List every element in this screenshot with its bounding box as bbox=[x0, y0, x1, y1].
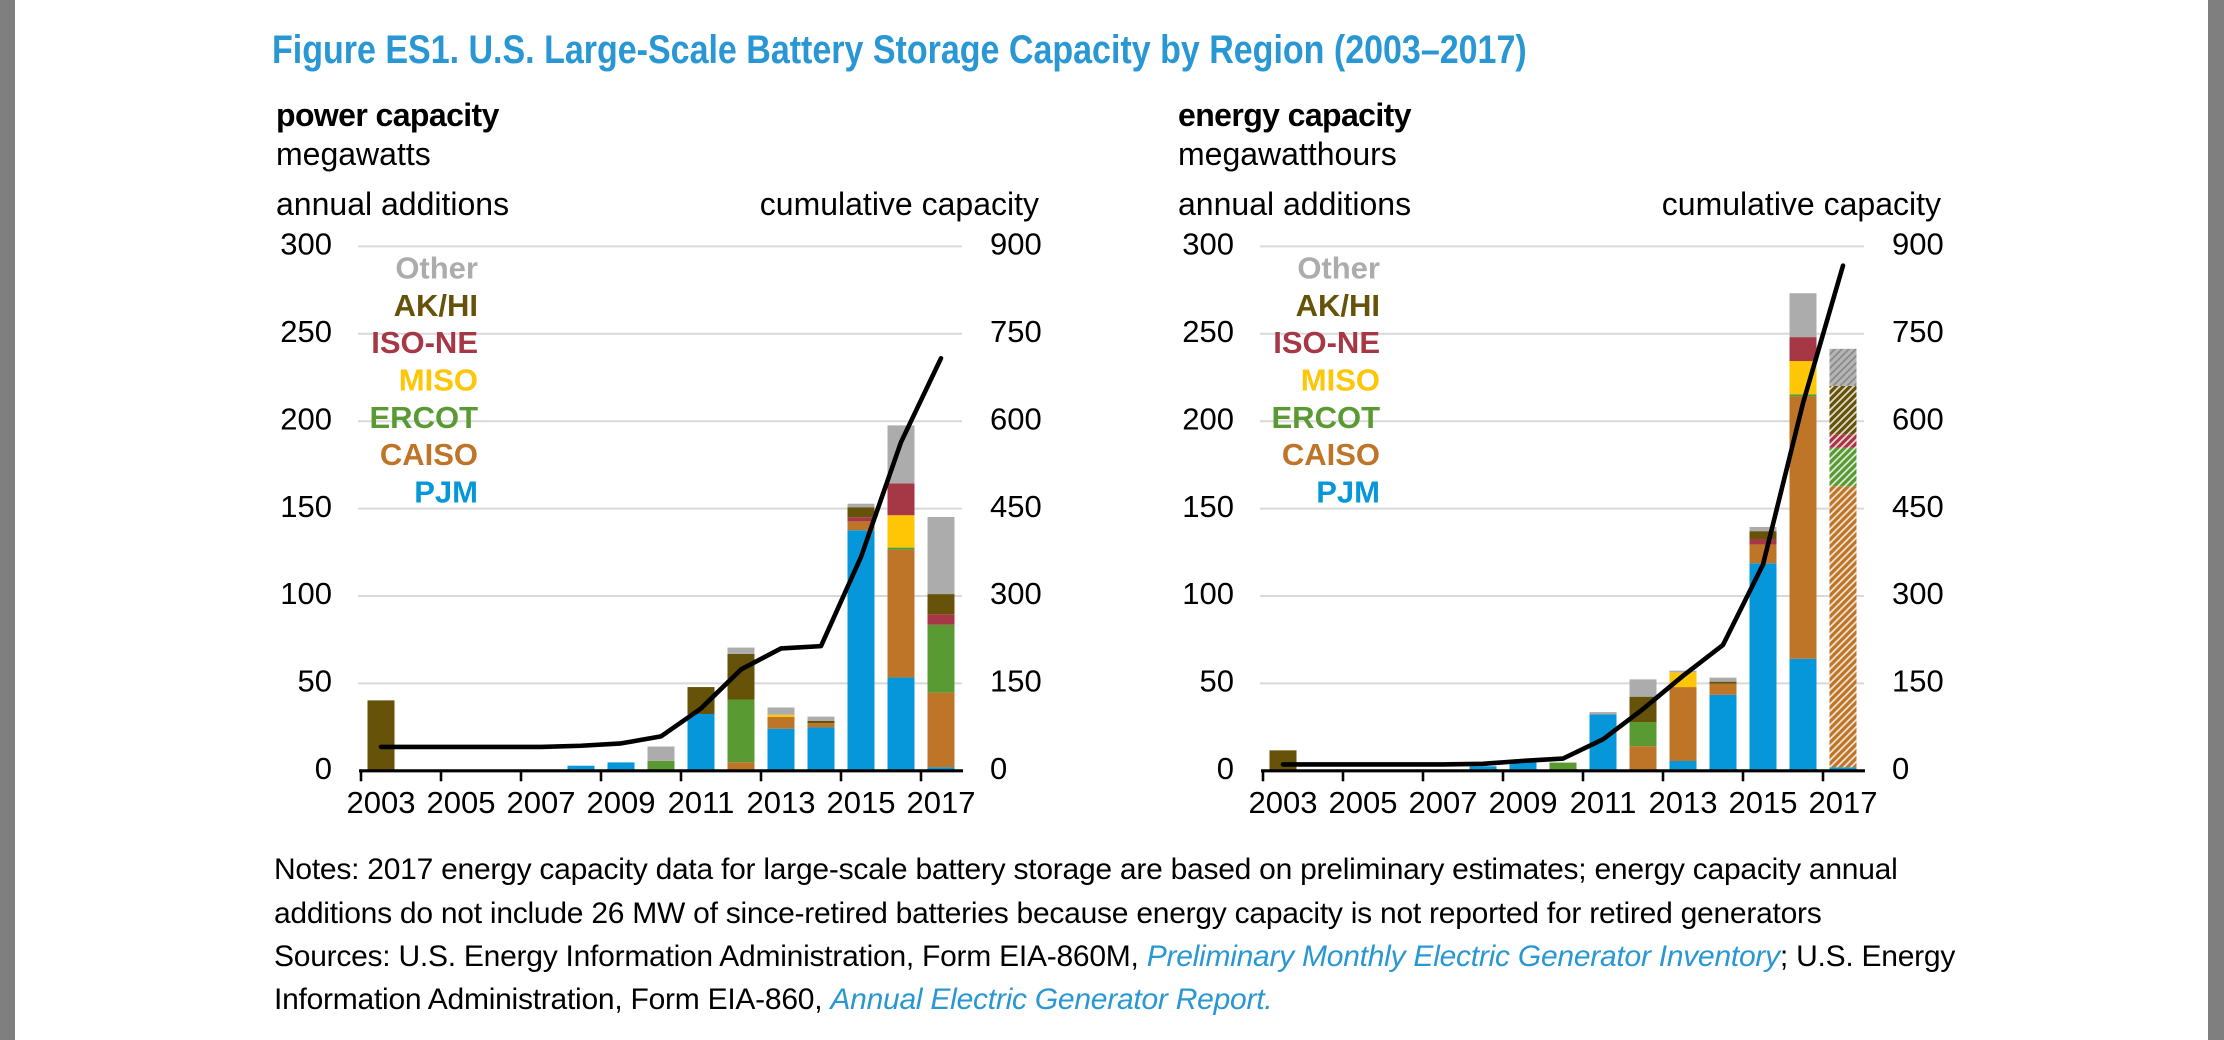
svg-text:0: 0 bbox=[990, 751, 1007, 786]
svg-text:MISO: MISO bbox=[399, 363, 478, 398]
svg-text:2005: 2005 bbox=[1329, 785, 1398, 820]
svg-text:ERCOT: ERCOT bbox=[1272, 400, 1381, 435]
svg-text:2009: 2009 bbox=[1489, 785, 1558, 820]
svg-text:ERCOT: ERCOT bbox=[370, 400, 479, 435]
svg-text:300: 300 bbox=[990, 576, 1042, 611]
svg-text:150: 150 bbox=[1182, 489, 1234, 524]
svg-text:ISO-NE: ISO-NE bbox=[371, 325, 478, 360]
svg-text:150: 150 bbox=[990, 664, 1042, 699]
svg-text:PJM: PJM bbox=[1316, 474, 1380, 509]
svg-text:250: 250 bbox=[280, 314, 332, 349]
svg-text:900: 900 bbox=[990, 227, 1042, 262]
svg-text:AK/HI: AK/HI bbox=[1296, 288, 1380, 323]
svg-text:2015: 2015 bbox=[827, 785, 896, 820]
svg-text:2013: 2013 bbox=[747, 785, 816, 820]
svg-text:2009: 2009 bbox=[587, 785, 656, 820]
svg-text:750: 750 bbox=[990, 314, 1042, 349]
svg-text:450: 450 bbox=[1892, 489, 1944, 524]
svg-text:2013: 2013 bbox=[1649, 785, 1718, 820]
svg-text:0: 0 bbox=[1217, 751, 1234, 786]
svg-text:2003: 2003 bbox=[347, 785, 416, 820]
svg-text:2003: 2003 bbox=[1249, 785, 1318, 820]
svg-text:200: 200 bbox=[1182, 401, 1234, 436]
svg-text:2015: 2015 bbox=[1729, 785, 1798, 820]
svg-text:750: 750 bbox=[1892, 314, 1944, 349]
svg-text:2017: 2017 bbox=[907, 785, 976, 820]
svg-text:600: 600 bbox=[1892, 401, 1944, 436]
svg-text:CAISO: CAISO bbox=[1282, 437, 1380, 472]
svg-text:50: 50 bbox=[1200, 664, 1234, 699]
svg-text:250: 250 bbox=[1182, 314, 1234, 349]
svg-text:AK/HI: AK/HI bbox=[394, 288, 478, 323]
svg-text:100: 100 bbox=[280, 576, 332, 611]
svg-text:300: 300 bbox=[1182, 227, 1234, 262]
svg-text:2005: 2005 bbox=[427, 785, 496, 820]
svg-text:300: 300 bbox=[280, 227, 332, 262]
svg-text:2011: 2011 bbox=[1570, 785, 1637, 820]
svg-text:100: 100 bbox=[1182, 576, 1234, 611]
svg-text:600: 600 bbox=[990, 401, 1042, 436]
svg-text:MISO: MISO bbox=[1301, 363, 1380, 398]
svg-text:0: 0 bbox=[1892, 751, 1909, 786]
svg-text:2007: 2007 bbox=[1409, 785, 1478, 820]
svg-text:150: 150 bbox=[280, 489, 332, 524]
svg-text:CAISO: CAISO bbox=[380, 437, 478, 472]
svg-text:900: 900 bbox=[1892, 227, 1944, 262]
svg-text:Other: Other bbox=[395, 251, 478, 286]
svg-text:200: 200 bbox=[280, 401, 332, 436]
svg-text:0: 0 bbox=[315, 751, 332, 786]
svg-text:50: 50 bbox=[298, 664, 332, 699]
svg-text:2011: 2011 bbox=[668, 785, 735, 820]
svg-text:2007: 2007 bbox=[507, 785, 576, 820]
svg-text:ISO-NE: ISO-NE bbox=[1273, 325, 1380, 360]
svg-text:PJM: PJM bbox=[414, 474, 478, 509]
svg-text:150: 150 bbox=[1892, 664, 1944, 699]
svg-text:300: 300 bbox=[1892, 576, 1944, 611]
svg-text:450: 450 bbox=[990, 489, 1042, 524]
svg-text:2017: 2017 bbox=[1809, 785, 1878, 820]
svg-text:Other: Other bbox=[1297, 251, 1380, 286]
